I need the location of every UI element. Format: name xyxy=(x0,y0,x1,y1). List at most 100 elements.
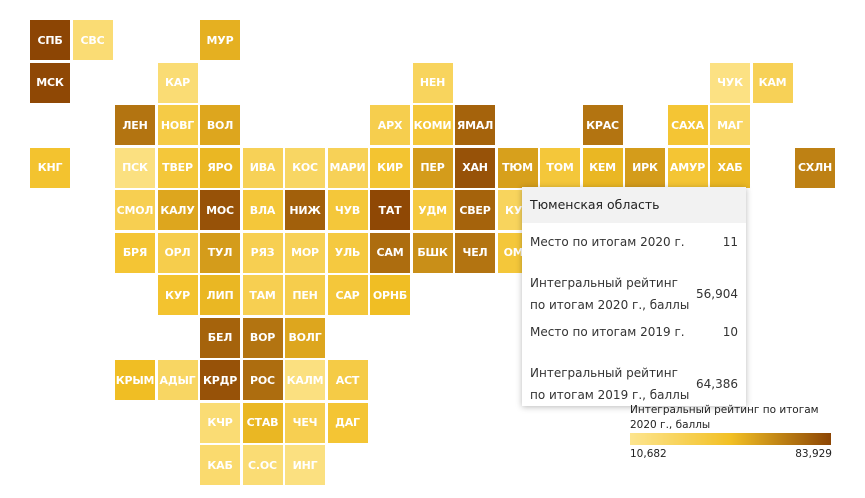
region-tile-label: НИЖ xyxy=(289,203,321,217)
region-tile-36[interactable]: МОС xyxy=(200,190,240,230)
tooltip-row-rank-2019: Место по итогам 2019 г. 10 xyxy=(530,321,738,343)
region-tile-label: ЛИП xyxy=(206,288,234,302)
region-tile-71[interactable]: ЧЕЧ xyxy=(285,402,325,443)
legend-min-label: 10,682 xyxy=(630,448,667,460)
region-tile-50[interactable]: САМ xyxy=(370,232,410,273)
region-tile-3[interactable]: МСК xyxy=(30,62,70,103)
region-tile-23[interactable]: МАРИ xyxy=(327,147,368,188)
region-tile-4[interactable]: КАР xyxy=(157,62,198,103)
tooltip-row-score-2019: Интегральный рейтинг по итогам 2019 г., … xyxy=(530,362,738,406)
region-tile-39[interactable]: ЧУВ xyxy=(327,190,368,230)
region-tile-37[interactable]: ВЛА xyxy=(242,190,283,230)
region-tile-69[interactable]: КЧР xyxy=(200,402,240,443)
region-tile-48[interactable]: МОР xyxy=(285,232,325,273)
region-tile-35[interactable]: КАЛУ xyxy=(157,190,198,230)
region-tile-17[interactable]: КНГ xyxy=(30,147,70,188)
region-tile-7[interactable]: КАМ xyxy=(752,62,793,103)
region-tile-58[interactable]: САР xyxy=(327,275,368,315)
region-tile-14[interactable]: КРАС xyxy=(582,105,623,145)
region-tile-30[interactable]: ИРК xyxy=(625,147,665,188)
region-tile-63[interactable]: КРЫМ xyxy=(115,360,155,400)
region-tile-51[interactable]: БШК xyxy=(412,232,453,273)
region-tile-72[interactable]: ДАГ xyxy=(327,402,368,443)
region-tile-label: ПЕН xyxy=(292,288,318,302)
region-tile-46[interactable]: ТУЛ xyxy=(200,232,240,273)
tooltip-label: Интегральный рейтинг по итогам 2019 г., … xyxy=(530,366,690,402)
region-tile-62[interactable]: ВОЛГ xyxy=(285,317,325,358)
region-tile-49[interactable]: УЛЬ xyxy=(327,232,368,273)
region-tile-15[interactable]: САХА xyxy=(667,105,708,145)
region-tile-60[interactable]: БЕЛ xyxy=(200,317,240,358)
region-tile-25[interactable]: ПЕР xyxy=(412,147,453,188)
region-tile-45[interactable]: ОРЛ xyxy=(157,232,198,273)
region-tile-5[interactable]: НЕН xyxy=(412,62,453,103)
region-tile-9[interactable]: НОВГ xyxy=(157,105,198,145)
region-tile-0[interactable]: СПБ xyxy=(30,20,70,60)
region-tile-22[interactable]: КОС xyxy=(285,147,325,188)
region-tile-21[interactable]: ИВА xyxy=(242,147,283,188)
region-tile-12[interactable]: КОМИ xyxy=(412,105,453,145)
region-tile-74[interactable]: С.ОС xyxy=(242,445,283,485)
region-tile-13[interactable]: ЯМАЛ xyxy=(455,105,495,145)
region-tile-44[interactable]: БРЯ xyxy=(115,232,155,273)
region-tile-52[interactable]: ЧЕЛ xyxy=(455,232,495,273)
region-tile-31[interactable]: АМУР xyxy=(667,147,708,188)
region-tile-32[interactable]: ХАБ xyxy=(710,147,750,188)
region-tile-26[interactable]: ХАН xyxy=(455,147,495,188)
region-tile-66[interactable]: РОС xyxy=(242,360,283,400)
region-tile-11[interactable]: АРХ xyxy=(370,105,410,145)
region-tile-label: ТУЛ xyxy=(207,246,233,259)
region-tile-label: ЧЕЛ xyxy=(462,246,488,259)
legend-title: Интегральный рейтинг по итогам 2020 г., … xyxy=(630,404,819,431)
region-tile-64[interactable]: АДЫГ xyxy=(157,360,198,400)
region-tile-label: ЧЕЧ xyxy=(292,416,318,429)
region-tile-label: УДМ xyxy=(418,203,447,217)
region-tile-label: ТОМ xyxy=(546,161,574,174)
region-tile-40[interactable]: ТАТ xyxy=(370,190,410,230)
region-tile-65[interactable]: КРДР xyxy=(200,360,240,400)
region-tile-54[interactable]: КУР xyxy=(157,275,198,315)
region-tile-75[interactable]: ИНГ xyxy=(285,445,325,485)
region-tile-8[interactable]: ЛЕН xyxy=(115,105,155,145)
region-tile-33[interactable]: СХЛН xyxy=(795,147,835,188)
region-tile-label: ВЛА xyxy=(249,203,276,217)
region-tile-68[interactable]: АСТ xyxy=(327,360,368,400)
region-tile-59[interactable]: ОРНБ xyxy=(370,275,410,315)
region-tile-27[interactable]: ТЮМ xyxy=(496,146,539,189)
region-tile-55[interactable]: ЛИП xyxy=(200,275,240,315)
region-tile-label: АСТ xyxy=(335,373,360,387)
region-tile-label: САР xyxy=(335,288,360,302)
region-tile-61[interactable]: ВОР xyxy=(242,317,283,358)
region-tile-label: ЧУК xyxy=(717,76,743,89)
region-tile-57[interactable]: ПЕН xyxy=(285,275,325,315)
region-tile-label: ИРК xyxy=(632,161,658,174)
region-tile-label: БШК xyxy=(417,246,448,259)
region-tile-label: ОРНБ xyxy=(372,288,408,302)
region-tile-label: ТВЕР xyxy=(162,161,193,174)
tooltip-label: Место по итогам 2020 г. xyxy=(530,235,685,249)
region-tile-label: ВОР xyxy=(249,331,276,344)
region-tile-47[interactable]: РЯЗ xyxy=(242,232,283,273)
region-tile-label: ИНГ xyxy=(292,458,318,472)
region-tile-label: УЛЬ xyxy=(334,246,361,259)
region-tile-28[interactable]: ТОМ xyxy=(540,147,580,188)
region-tile-67[interactable]: КАЛМ xyxy=(285,360,325,400)
region-tile-70[interactable]: СТАВ xyxy=(242,402,283,443)
region-tile-34[interactable]: СМОЛ xyxy=(115,190,155,230)
region-tile-2[interactable]: МУР xyxy=(200,20,240,60)
region-tile-24[interactable]: КИР xyxy=(370,147,410,188)
region-tile-19[interactable]: ТВЕР xyxy=(157,147,198,188)
region-tile-41[interactable]: УДМ xyxy=(412,190,453,230)
region-tile-73[interactable]: КАБ xyxy=(200,445,240,485)
region-tile-20[interactable]: ЯРО xyxy=(200,147,240,188)
region-tile-6[interactable]: ЧУК xyxy=(710,62,750,103)
region-tile-56[interactable]: ТАМ xyxy=(242,275,283,315)
region-tile-29[interactable]: КЕМ xyxy=(582,147,623,188)
region-tile-18[interactable]: ПСК xyxy=(115,147,155,188)
region-tile-42[interactable]: СВЕР xyxy=(455,190,495,230)
region-tile-10[interactable]: ВОЛ xyxy=(200,105,240,145)
region-tile-1[interactable]: СВС xyxy=(72,20,113,60)
region-tile-38[interactable]: НИЖ xyxy=(285,190,325,230)
region-tile-16[interactable]: МАГ xyxy=(710,105,750,145)
